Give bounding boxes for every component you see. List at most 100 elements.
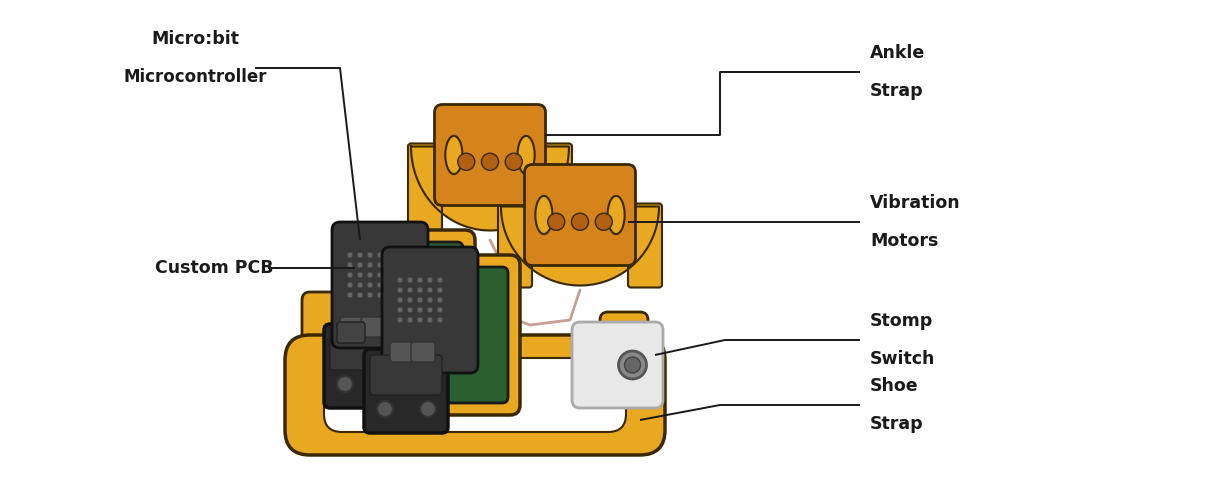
Polygon shape	[411, 147, 569, 230]
FancyBboxPatch shape	[361, 317, 385, 337]
Circle shape	[408, 307, 413, 313]
FancyBboxPatch shape	[572, 322, 663, 408]
Text: Ankle: Ankle	[870, 44, 926, 62]
Circle shape	[417, 277, 422, 283]
FancyBboxPatch shape	[364, 349, 448, 433]
Circle shape	[387, 272, 393, 278]
Circle shape	[397, 297, 403, 303]
Circle shape	[506, 153, 523, 171]
Circle shape	[367, 252, 373, 258]
Circle shape	[397, 307, 403, 313]
Circle shape	[437, 287, 443, 293]
FancyBboxPatch shape	[408, 144, 442, 234]
Circle shape	[417, 287, 422, 293]
Text: Shoe: Shoe	[870, 377, 918, 395]
Circle shape	[347, 272, 353, 278]
Circle shape	[387, 292, 393, 298]
Circle shape	[437, 297, 443, 303]
Circle shape	[367, 262, 373, 268]
FancyBboxPatch shape	[340, 317, 364, 337]
FancyBboxPatch shape	[302, 292, 350, 373]
Circle shape	[357, 252, 363, 258]
Circle shape	[427, 277, 433, 283]
FancyBboxPatch shape	[390, 342, 414, 362]
Circle shape	[548, 213, 565, 230]
Circle shape	[595, 213, 612, 230]
FancyBboxPatch shape	[382, 247, 478, 373]
Circle shape	[624, 357, 640, 373]
Circle shape	[427, 317, 433, 323]
FancyBboxPatch shape	[332, 222, 428, 348]
Circle shape	[417, 317, 422, 323]
Circle shape	[367, 282, 373, 288]
Circle shape	[397, 317, 403, 323]
FancyBboxPatch shape	[345, 230, 476, 390]
FancyBboxPatch shape	[338, 322, 365, 343]
Circle shape	[380, 376, 396, 392]
FancyBboxPatch shape	[357, 242, 463, 378]
Circle shape	[387, 252, 393, 258]
Circle shape	[420, 401, 436, 417]
Circle shape	[347, 282, 353, 288]
FancyBboxPatch shape	[390, 255, 520, 415]
Text: Micro:bit: Micro:bit	[151, 30, 240, 48]
Text: Vibration: Vibration	[870, 194, 961, 212]
Circle shape	[347, 262, 353, 268]
FancyBboxPatch shape	[370, 355, 442, 395]
Ellipse shape	[445, 136, 462, 174]
Text: Switch: Switch	[870, 350, 935, 368]
Circle shape	[378, 272, 382, 278]
Text: Microcontroller: Microcontroller	[123, 68, 266, 86]
FancyBboxPatch shape	[434, 104, 546, 205]
Circle shape	[408, 317, 413, 323]
Text: Custom PCB: Custom PCB	[155, 259, 273, 277]
Circle shape	[571, 213, 588, 230]
FancyBboxPatch shape	[411, 342, 436, 362]
Circle shape	[367, 272, 373, 278]
Text: Motors: Motors	[870, 232, 939, 250]
Circle shape	[427, 307, 433, 313]
FancyBboxPatch shape	[538, 144, 572, 234]
Circle shape	[347, 292, 353, 298]
Circle shape	[357, 292, 363, 298]
Circle shape	[457, 153, 474, 171]
Circle shape	[378, 252, 382, 258]
Circle shape	[378, 282, 382, 288]
Circle shape	[437, 277, 443, 283]
Circle shape	[408, 277, 413, 283]
FancyBboxPatch shape	[330, 330, 402, 370]
FancyBboxPatch shape	[286, 335, 666, 455]
Circle shape	[417, 297, 422, 303]
Circle shape	[408, 287, 413, 293]
Polygon shape	[501, 206, 659, 286]
Circle shape	[338, 376, 353, 392]
FancyBboxPatch shape	[600, 312, 649, 373]
Circle shape	[367, 292, 373, 298]
Ellipse shape	[607, 196, 624, 234]
Ellipse shape	[518, 136, 535, 174]
Circle shape	[357, 282, 363, 288]
FancyBboxPatch shape	[402, 267, 508, 403]
FancyBboxPatch shape	[628, 203, 662, 288]
Circle shape	[378, 262, 382, 268]
Circle shape	[387, 282, 393, 288]
FancyBboxPatch shape	[324, 324, 408, 408]
Circle shape	[378, 292, 382, 298]
FancyBboxPatch shape	[324, 358, 626, 432]
Circle shape	[397, 287, 403, 293]
Circle shape	[378, 401, 393, 417]
Circle shape	[417, 307, 422, 313]
Text: Strap: Strap	[870, 415, 923, 433]
Circle shape	[437, 307, 443, 313]
Circle shape	[427, 297, 433, 303]
Circle shape	[357, 262, 363, 268]
Text: Stomp: Stomp	[870, 312, 933, 330]
Circle shape	[347, 252, 353, 258]
Circle shape	[408, 297, 413, 303]
FancyBboxPatch shape	[524, 165, 635, 266]
Circle shape	[427, 287, 433, 293]
Ellipse shape	[535, 196, 553, 234]
Circle shape	[437, 317, 443, 323]
FancyBboxPatch shape	[499, 203, 532, 288]
Circle shape	[482, 153, 499, 171]
